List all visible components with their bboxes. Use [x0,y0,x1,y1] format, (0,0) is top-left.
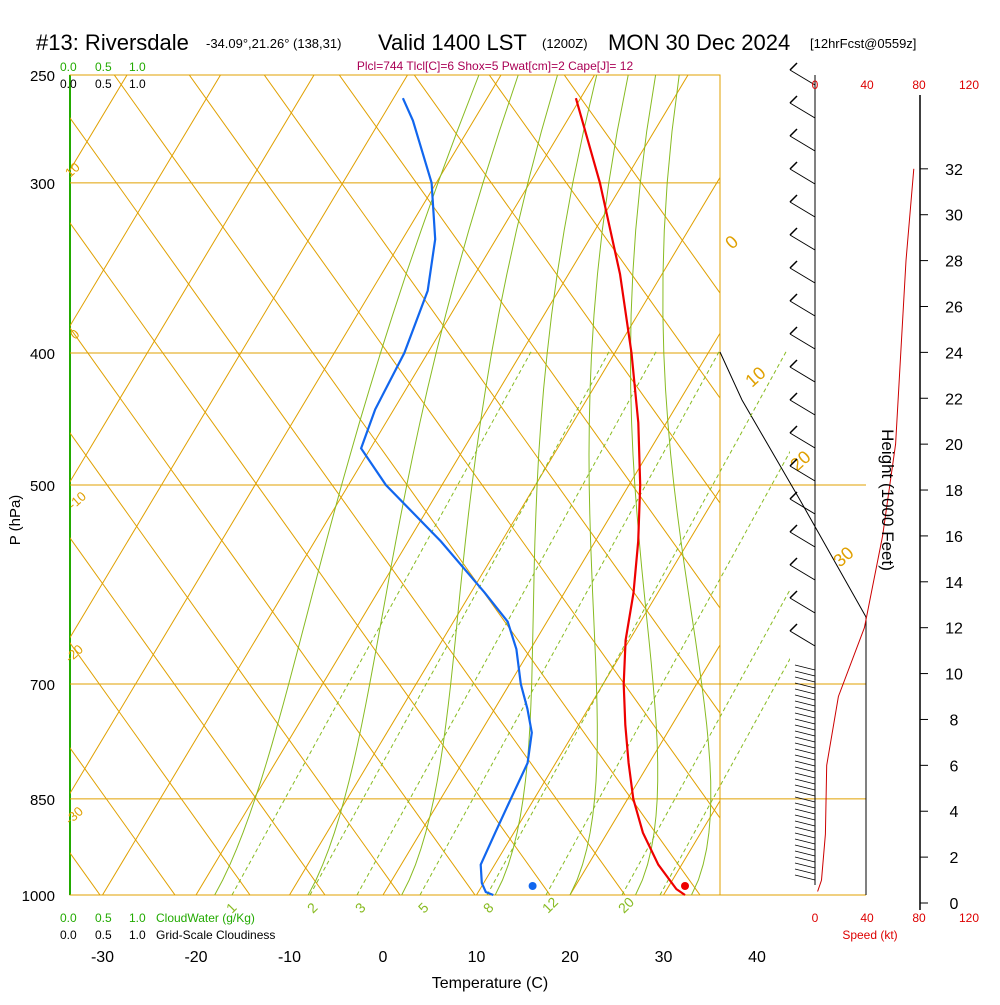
speed-tick-top-0: 0 [812,78,819,92]
speed-tick-top-2: 80 [912,78,926,92]
title-valid: Valid 1400 LST [378,30,527,55]
height-tick-label: 8 [950,712,959,729]
x-tick-label: 40 [748,949,766,966]
title-zulu: (1200Z) [542,36,588,51]
x-tick-label: 10 [468,949,486,966]
surface-temperature-marker [681,882,689,890]
x-tick-label: 20 [561,949,579,966]
p-tick-label: 850 [30,792,55,809]
speed-tick-bottom-3: 120 [959,911,979,925]
height-tick-label: 6 [950,758,959,775]
height-tick-label: 20 [945,437,963,454]
height-tick-label: 24 [945,345,963,362]
title-coords: -34.09°,21.26° (138,31) [206,36,341,51]
height-tick-label: 2 [950,850,959,867]
height-tick-label: 28 [945,254,963,271]
indices-line: Plcl=744 Tlcl[C]=6 Shox=5 Pwat[cm]=2 Cap… [357,59,634,73]
height-tick-label: 10 [945,667,963,684]
title-date: MON 30 Dec 2024 [608,30,790,55]
cloudwater-label: CloudWater (g/Kg) [156,911,255,925]
x-tick-label: 30 [655,949,673,966]
surface-dewpoint-marker [529,882,537,890]
p-tick-label: 400 [30,346,55,363]
height-tick-label: 12 [945,621,963,638]
height-tick-label: 18 [945,483,963,500]
x-axis-title: Temperature (C) [432,975,548,992]
p-tick-label: 300 [30,176,55,193]
x-tick-label: -30 [91,949,114,966]
cloudiness-tick-top-2: 1.0 [129,77,146,91]
height-tick-label: 26 [945,299,963,316]
speed-tick-top-3: 120 [959,78,979,92]
speed-tick-top-1: 40 [860,78,874,92]
cloudwater-tick-bottom-1: 0.5 [95,911,112,925]
height-tick-label: 22 [945,391,963,408]
p-tick-label: 500 [30,478,55,495]
height-tick-label: 32 [945,162,963,179]
height-tick-label: 14 [945,575,963,592]
x-tick-label: -20 [184,949,207,966]
cloudwater-tick-top-1: 0.5 [95,60,112,74]
speed-tick-bottom-2: 80 [912,911,926,925]
cloudwater-tick-bottom-0: 0.0 [60,911,77,925]
x-tick-label: -10 [278,949,301,966]
y-axis-title: P (hPa) [7,495,24,546]
cloudwater-tick-bottom-2: 1.0 [129,911,146,925]
speed-axis-label: Speed (kt) [842,928,897,942]
p-tick-label: 1000 [22,888,55,905]
height-tick-label: 16 [945,529,963,546]
height-axis-title: Height (1000 Feet) [878,429,897,571]
cloudiness-tick-top-0: 0.0 [60,77,77,91]
cloudiness-tick-bottom-2: 1.0 [129,928,146,942]
cloudiness-tick-top-1: 0.5 [95,77,112,91]
cloudiness-label: Grid-Scale Cloudiness [156,928,275,942]
height-tick-label: 0 [950,896,959,913]
height-tick-label: 30 [945,208,963,225]
height-tick-label: 4 [950,804,959,821]
cloudwater-tick-top-2: 1.0 [129,60,146,74]
title-forecast: [12hrFcst@0559z] [810,36,916,51]
speed-tick-bottom-0: 0 [812,911,819,925]
speed-tick-bottom-1: 40 [860,911,874,925]
x-tick-label: 0 [379,949,388,966]
cloudiness-tick-bottom-0: 0.0 [60,928,77,942]
cloudiness-tick-bottom-1: 0.5 [95,928,112,942]
p-tick-label: 250 [30,68,55,85]
title-station: #13: Riversdale [36,30,189,55]
p-tick-label: 700 [30,677,55,694]
cloudwater-tick-top-0: 0.0 [60,60,77,74]
